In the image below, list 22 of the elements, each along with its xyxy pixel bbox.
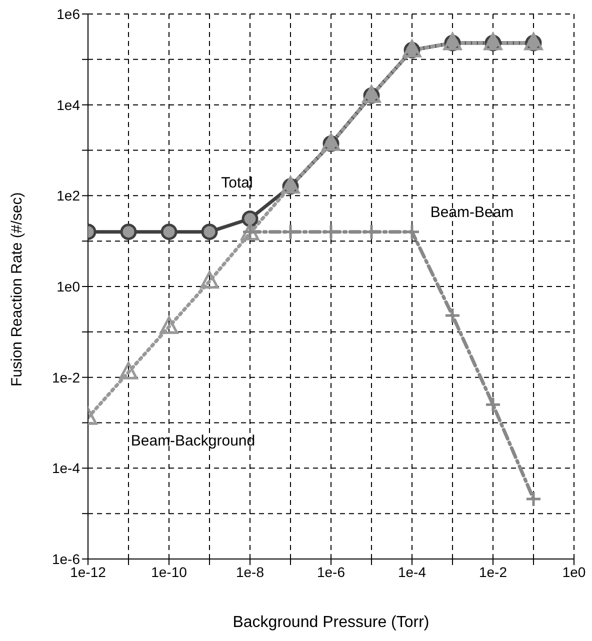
y-tick-label: 1e-2 xyxy=(52,369,80,386)
y-axis-title: Fusion Reaction Rate (#/sec) xyxy=(8,192,26,386)
y-tick-label: 1e0 xyxy=(56,278,80,294)
text: Beam-Background xyxy=(130,432,256,450)
y-tick-label: 1e-4 xyxy=(52,460,80,476)
x-axis-title: Background Pressure (Torr) xyxy=(232,614,430,631)
x-tick-label: 1e0 xyxy=(562,564,586,580)
series-label: Total xyxy=(221,174,253,192)
series-label: Beam-Beam xyxy=(430,204,514,221)
point xyxy=(201,224,218,240)
x-tick-label: 1e-10 xyxy=(151,564,188,580)
point xyxy=(120,224,137,240)
x-tick-label: 1e-2 xyxy=(478,564,508,580)
y-tick-label: 1e2 xyxy=(56,188,80,204)
x-tick-label: 1e-6 xyxy=(316,564,346,580)
point xyxy=(200,271,219,289)
y-tick-label: 1e4 xyxy=(56,96,80,113)
point xyxy=(160,224,178,240)
point xyxy=(242,210,258,228)
x-tick-label: 1e-4 xyxy=(398,564,426,580)
x-tick-label: 1e-8 xyxy=(236,564,264,580)
y-tick-label: 1e6 xyxy=(56,6,80,22)
